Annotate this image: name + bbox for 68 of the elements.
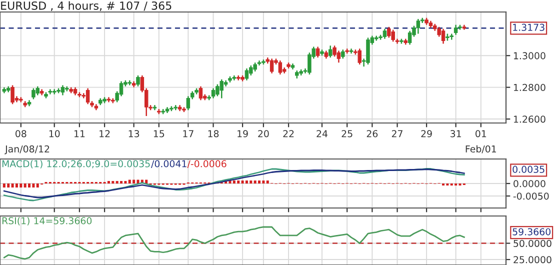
ref-line-label: 1.3173 <box>513 24 544 31</box>
y-tick-label: 25.0000 <box>514 256 552 264</box>
candlestick <box>216 84 220 97</box>
candlestick <box>341 48 345 60</box>
candlestick <box>278 60 282 76</box>
candlestick <box>454 24 458 36</box>
candlestick <box>119 80 124 97</box>
candlestick <box>391 29 395 42</box>
candlestick <box>387 26 391 38</box>
x-tick-label: 22 <box>283 130 294 138</box>
candlestick <box>358 48 362 66</box>
y-tick-label: -0.0050 <box>513 192 549 200</box>
x-tick-label: 27 <box>392 130 402 138</box>
candlestick <box>249 64 253 76</box>
x-tick-label: 19 <box>238 130 248 138</box>
candlestick <box>82 92 86 99</box>
x-tick-label: 25 <box>342 130 352 138</box>
y-tick-label: 50.0000 <box>514 240 552 247</box>
candlestick <box>186 96 190 111</box>
candlestick <box>32 88 36 100</box>
candlestick <box>328 44 332 58</box>
x-tick-label: 15 <box>154 130 164 138</box>
candlestick <box>136 74 140 87</box>
y-tick-label: 0.0000 <box>514 180 546 188</box>
chart-title: EURUSD , 4 hours, # 107 / 365 <box>1 1 172 11</box>
candlestick <box>316 46 320 58</box>
series-label: /0.0041 <box>151 160 186 168</box>
candlestick <box>450 33 454 40</box>
series-label: /-0.0006 <box>187 160 226 168</box>
candlestick <box>52 88 56 95</box>
candlestick <box>441 28 446 44</box>
candlestick <box>60 84 65 96</box>
candlestick <box>408 30 412 46</box>
x-tick-label: 12 <box>100 130 110 138</box>
x-tick-label: 01 <box>476 130 486 138</box>
text: Feb/01 <box>466 145 496 154</box>
candlestick <box>336 50 341 64</box>
text: 0.0035 <box>512 166 544 173</box>
text: RSI(1) 14=59.3660 <box>2 216 92 226</box>
text: 59.3660 <box>512 228 550 236</box>
candlestick <box>416 18 420 34</box>
candlestick <box>211 88 216 99</box>
x-tick-label: 13 <box>128 130 140 138</box>
text: Jan/08/12 <box>4 145 50 154</box>
x-tick-label: 08 <box>16 130 26 138</box>
x-tick-label: 29 <box>421 130 432 138</box>
y-tick-label: 1.2800 <box>514 84 546 92</box>
y-tick-label: 1.2600 <box>514 116 546 123</box>
line-series <box>3 226 465 260</box>
candlestick <box>220 78 224 99</box>
candlestick <box>48 88 52 95</box>
candlestick <box>366 37 370 66</box>
x-tick-label: 20 <box>258 130 269 138</box>
y-tick-label: 1.3000 <box>514 52 546 60</box>
candlestick <box>198 86 203 101</box>
x-tick-label: 11 <box>74 130 85 138</box>
x-tick-label: 10 <box>49 130 60 138</box>
candlestick <box>270 58 274 74</box>
candlestick <box>86 88 90 105</box>
candlestick <box>382 28 387 40</box>
x-tick-label: 31 <box>450 130 461 138</box>
x-tick-label: 24 <box>316 130 328 138</box>
x-tick-label: 18 <box>208 130 219 138</box>
series-label: MACD(1) 12.0;26.0;9.0=0.0035 <box>2 160 150 168</box>
x-tick-label: 26 <box>366 130 378 138</box>
candlestick <box>244 68 249 81</box>
candlestick <box>10 84 14 105</box>
x-tick-label: 17 <box>183 130 194 138</box>
